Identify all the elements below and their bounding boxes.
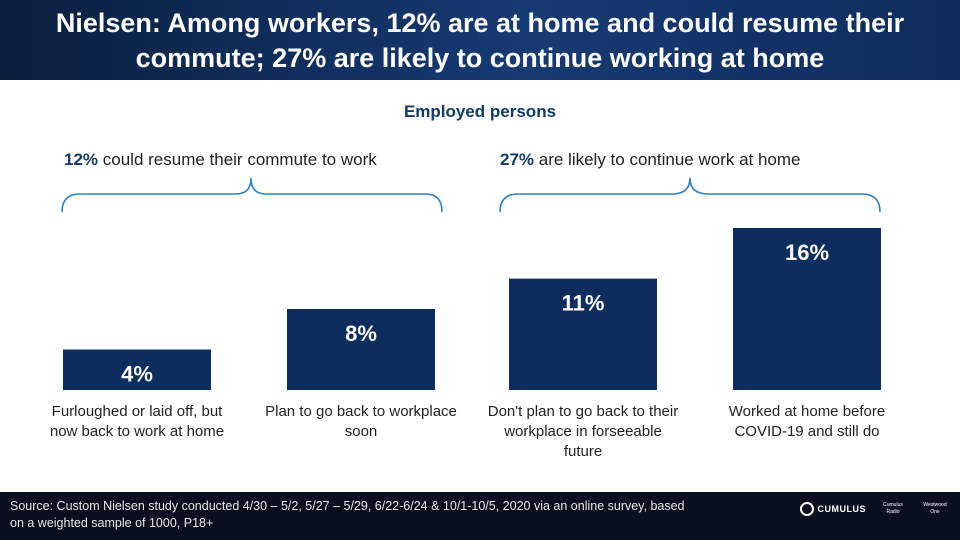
source-note: Source: Custom Nielsen study conducted 4… xyxy=(10,499,685,530)
bar-value-label-3: 11% xyxy=(562,291,605,316)
category-label-3: Don't plan to go back to their workplace… xyxy=(487,403,679,460)
category-label-1: Furloughed or laid off, but now back to … xyxy=(49,403,225,440)
bar-1 xyxy=(63,349,211,390)
bar-2 xyxy=(287,309,435,390)
brace-home xyxy=(499,177,881,213)
cumulus-logo-text: CUMULUS xyxy=(817,504,866,514)
cumulus-logo: CUMULUS xyxy=(799,502,867,516)
logos: CUMULUS Cumulus Radio Westwood One xyxy=(799,502,951,516)
page-title: Nielsen: Among workers, 12% are at home … xyxy=(55,8,905,73)
title-banner: Nielsen: Among workers, 12% are at home … xyxy=(0,0,960,80)
group-label-home: 27% are likely to continue work at home xyxy=(500,150,801,170)
chart-title: Employed persons xyxy=(403,102,557,121)
category-label-2: Plan to go back to workplace soon xyxy=(265,403,457,440)
cumulus-logo-icon xyxy=(799,502,814,516)
group-text-home: are likely to continue work at home xyxy=(534,150,801,169)
group-text-commute: could resume their commute to work xyxy=(98,150,377,169)
bars-group: 4% 8% 11% 16% xyxy=(63,228,881,390)
brace-commute xyxy=(61,177,443,213)
westwood-one-logo: Westwood One xyxy=(923,502,947,515)
bar-3 xyxy=(509,278,657,390)
group-label-commute: 12% could resume their commute to work xyxy=(64,150,377,170)
bar-4 xyxy=(733,228,881,390)
footer: Source: Custom Nielsen study conducted 4… xyxy=(0,492,960,540)
category-label-4: Worked at home before COVID-19 and still… xyxy=(728,403,886,440)
bar-value-label-1: 4% xyxy=(121,362,153,387)
bar-value-label-2: 8% xyxy=(345,321,377,346)
cumulus-radio-logo: Cumulus Radio xyxy=(883,502,903,515)
group-pct-commute: 12% xyxy=(64,150,99,169)
bar-value-label-4: 16% xyxy=(785,240,829,265)
group-pct-home: 27% xyxy=(500,150,535,169)
